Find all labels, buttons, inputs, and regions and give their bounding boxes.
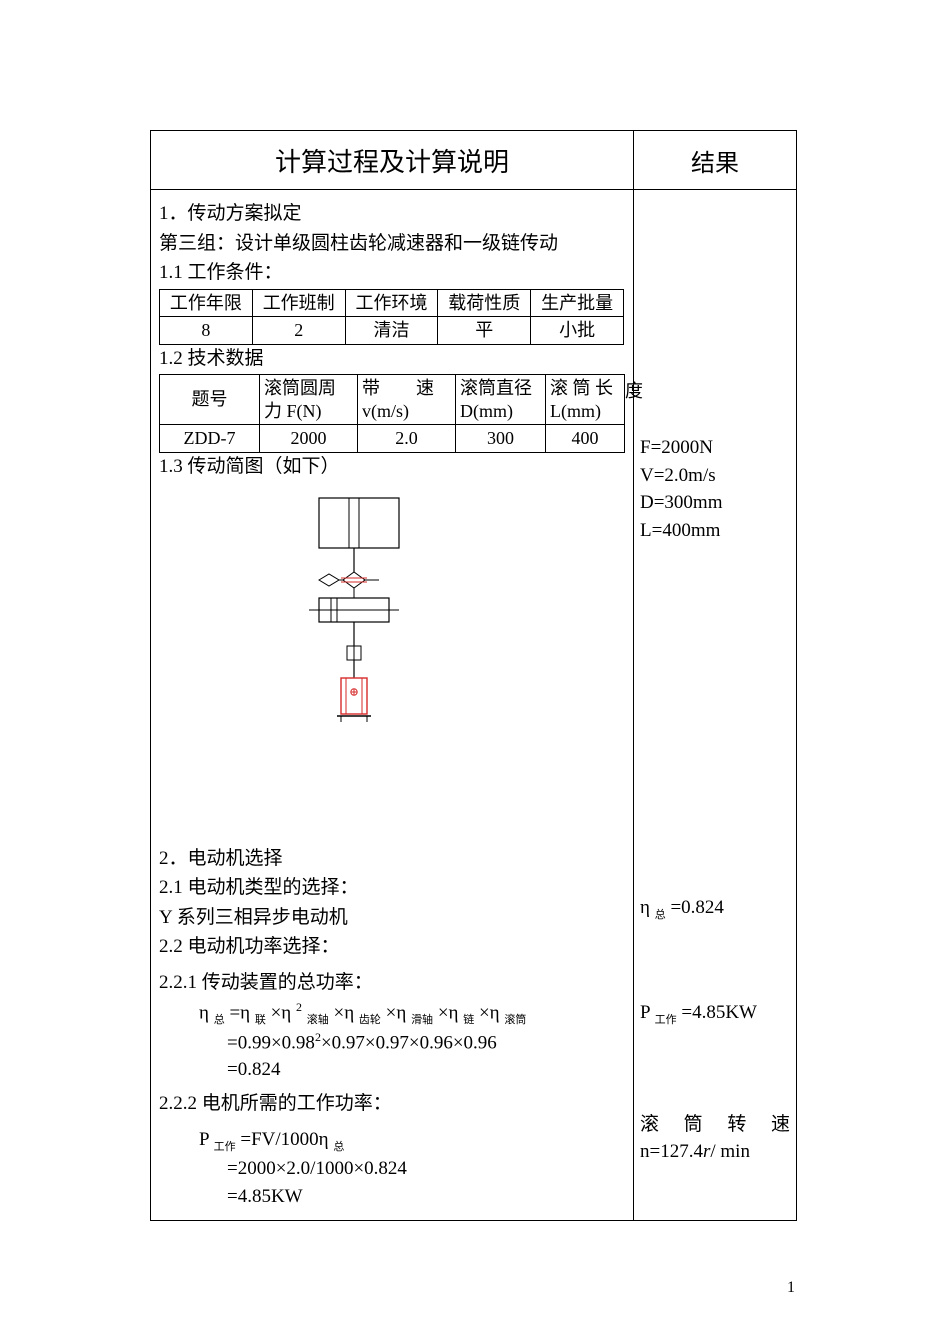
t1-r4: 小批 — [531, 317, 624, 345]
t2-r0: ZDD-7 — [160, 425, 260, 453]
eq-p-line3: =4.85KW — [159, 1183, 625, 1211]
res-F: F=2000N — [640, 434, 790, 462]
res-n-label: 滚 筒 转 速 — [640, 1111, 790, 1139]
t2-h2: 滚筒圆周 力 F(N) — [260, 375, 358, 425]
t2-h1: 题号 — [160, 375, 260, 425]
res-n-value: n=127.4r/ min — [640, 1138, 790, 1166]
res-L: L=400mm — [640, 517, 790, 545]
sec21-heading: 2.1 电动机类型的选择： — [159, 874, 625, 902]
body-left: 1．传动方案拟定 第三组：设计单级圆柱齿轮减速器和一级链传动 1.1 工作条件：… — [151, 190, 634, 1221]
t1-h1: 工作班制 — [252, 289, 345, 317]
sec11-heading: 1.1 工作条件： — [159, 259, 625, 287]
sec21-line: Y 系列三相异步电动机 — [159, 904, 625, 932]
eq-eta-line2: =0.99×0.982×0.97×0.97×0.96×0.96 — [159, 1029, 625, 1057]
t1-r3: 平 — [438, 317, 531, 345]
eq-eta-line3: =0.824 — [159, 1056, 625, 1084]
res-V: V=2.0m/s — [640, 462, 790, 490]
t2-h5: 滚 筒 长 L(mm) — [546, 375, 625, 425]
document-frame: 计算过程及计算说明 结果 1．传动方案拟定 第三组：设计单级圆柱齿轮减速器和一级… — [150, 130, 797, 1221]
header-right-cell: 结果 — [634, 131, 797, 190]
res-eta: η 总 =0.824 — [640, 894, 790, 924]
sec221-heading: 2.2.1 传动装置的总功率： — [159, 969, 625, 997]
sec22-heading: 2.2 电动机功率选择： — [159, 933, 625, 961]
working-conditions-table: 工作年限 工作班制 工作环境 载荷性质 生产批量 8 2 清洁 平 小批 — [159, 289, 624, 345]
t2-h4: 滚筒直径 D(mm) — [456, 375, 546, 425]
t2-r4: 400 — [546, 425, 625, 453]
diagram-svg — [279, 488, 439, 738]
header-left-cell: 计算过程及计算说明 — [151, 131, 634, 190]
eq-p-line1: P 工作 =FV/1000η 总 — [159, 1126, 625, 1156]
header-right: 结果 — [691, 151, 739, 177]
page-number: 1 — [787, 1279, 795, 1297]
results-block1: F=2000N V=2.0m/s D=300mm L=400mm — [640, 434, 790, 544]
t1-h4: 生产批量 — [531, 289, 624, 317]
t2-h3: 带 速 v(m/s) — [358, 375, 456, 425]
sec2-title: 2．电动机选择 — [159, 845, 625, 873]
sec13-heading: 1.3 传动简图（如下） — [159, 453, 625, 481]
t1-r0: 8 — [160, 317, 253, 345]
sec1-title: 1．传动方案拟定 — [159, 200, 625, 228]
sec1-subtitle: 第三组：设计单级圆柱齿轮减速器和一级链传动 — [159, 230, 625, 258]
body-right: F=2000N V=2.0m/s D=300mm L=400mm η 总 =0.… — [634, 190, 797, 1221]
eq-p-line2: =2000×2.0/1000×0.824 — [159, 1155, 625, 1183]
eq-eta-line1: η 总 =η 联 ×η 2 滚轴 ×η 齿轮 ×η 滑轴 ×η 链 ×η 滚筒 — [159, 999, 625, 1029]
tech-data-table: 题号 滚筒圆周 力 F(N) 带 速 v(m/s) 滚筒直径 D(mm) — [159, 374, 625, 453]
sec12-heading: 1.2 技术数据 — [159, 345, 625, 373]
t2-overflow-char: 度 — [625, 378, 643, 404]
t1-h0: 工作年限 — [160, 289, 253, 317]
res-P: P 工作 =4.85KW — [640, 999, 790, 1029]
res-n: 滚 筒 转 速 n=127.4r/ min — [640, 1111, 790, 1166]
t1-h3: 载荷性质 — [438, 289, 531, 317]
t1-r2: 清洁 — [345, 317, 438, 345]
sec222-heading: 2.2.2 电机所需的工作功率： — [159, 1090, 625, 1118]
t1-h2: 工作环境 — [345, 289, 438, 317]
res-D: D=300mm — [640, 489, 790, 517]
header-left: 计算过程及计算说明 — [275, 148, 509, 177]
t2-r3: 300 — [456, 425, 546, 453]
t2-r2: 2.0 — [358, 425, 456, 453]
t1-r1: 2 — [252, 317, 345, 345]
t2-r1: 2000 — [260, 425, 358, 453]
